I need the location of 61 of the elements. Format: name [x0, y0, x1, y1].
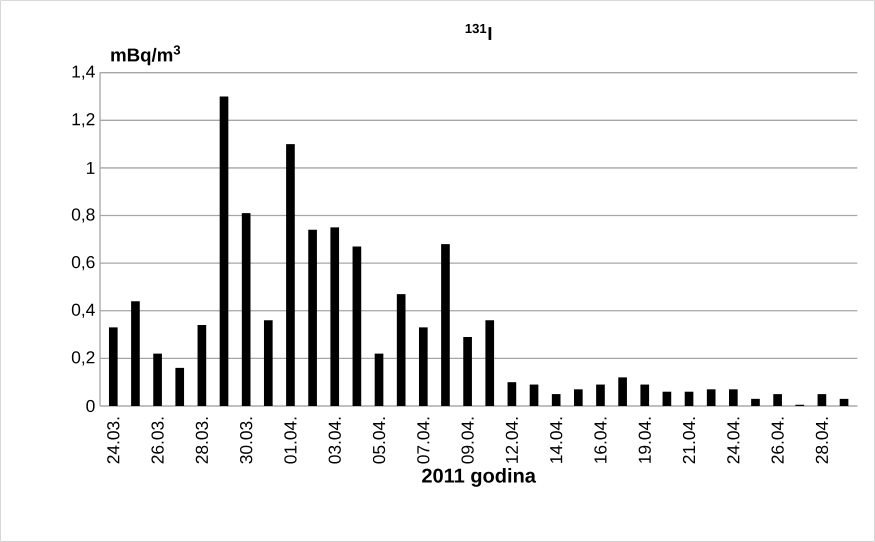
- bar: [728, 389, 738, 406]
- bar: [818, 394, 826, 406]
- y-tick-label: 0: [86, 400, 95, 412]
- bar: [751, 398, 760, 406]
- x-axis-title: 2011 godina: [422, 468, 536, 487]
- bar: [618, 377, 627, 406]
- bar: [374, 354, 384, 406]
- bar: [574, 389, 583, 406]
- bar: [530, 384, 538, 406]
- x-tick-label: 26.03.: [151, 418, 164, 464]
- bar: [396, 294, 406, 406]
- bar: [662, 392, 672, 406]
- x-tick-label: 03.04.: [328, 418, 341, 464]
- y-tick-label: 1,4: [72, 66, 95, 80]
- x-tick-label: 28.03.: [196, 418, 208, 464]
- bar: [242, 213, 250, 406]
- x-tick-label: 28.04.: [816, 418, 828, 464]
- bar: [352, 246, 362, 406]
- x-tick-label: 14.04.: [550, 418, 562, 463]
- x-tick-label: 26.04.: [771, 418, 784, 464]
- bar: [175, 368, 184, 406]
- y-axis-title: mBq/m$^{3}$: [111, 45, 180, 66]
- bar: [840, 398, 848, 406]
- bar: [485, 320, 494, 406]
- y-tick-label: 1,2: [72, 113, 94, 128]
- x-tick-label: 24.04.: [727, 418, 740, 464]
- bar: [108, 327, 118, 406]
- x-tick-label: 30.03.: [240, 418, 252, 464]
- bar: [706, 389, 716, 406]
- y-tick-label: 0,2: [72, 351, 94, 366]
- x-tick-label: 24.03.: [107, 418, 120, 464]
- y-tick-label: 1: [86, 162, 94, 174]
- bar: [508, 382, 516, 406]
- y-tick-label: 0,8: [72, 208, 95, 223]
- bar: [308, 230, 317, 406]
- bar: [684, 392, 694, 406]
- x-tick-label: 21.04.: [682, 418, 696, 464]
- bar: [552, 394, 561, 406]
- chart-title: $^{131}$I: [466, 24, 492, 40]
- x-tick-label: 05.04.: [372, 418, 386, 464]
- bar: [441, 244, 450, 406]
- bar: [330, 227, 340, 406]
- x-tick-label: 19.04.: [638, 418, 651, 463]
- y-tick-label: 0,4: [72, 304, 95, 318]
- bar: [773, 394, 782, 406]
- x-tick-label: 01.04.: [284, 418, 297, 464]
- x-tick-label: 12.04.: [506, 418, 518, 463]
- y-tick-label: 0,6: [72, 256, 95, 270]
- bar: [640, 384, 650, 406]
- bar: [418, 327, 428, 406]
- bar: [198, 325, 206, 406]
- x-tick-label: 09.04.: [461, 418, 474, 464]
- bar: [153, 354, 162, 406]
- bar: [131, 301, 140, 406]
- bar: [596, 384, 605, 406]
- bar: [463, 336, 472, 406]
- bar: [286, 144, 295, 406]
- x-tick-label: 16.04.: [594, 418, 607, 463]
- bar: [264, 320, 273, 406]
- x-tick-label: 07.04.: [417, 418, 430, 464]
- bar: [220, 96, 228, 406]
